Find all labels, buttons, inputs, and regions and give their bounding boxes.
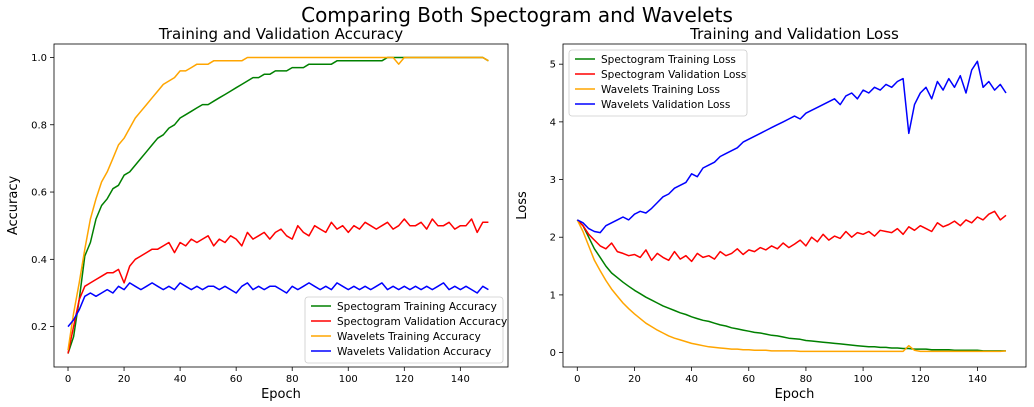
legend-entry: Wavelets Training Loss [601, 84, 720, 96]
y-tick-label: 0.2 [31, 322, 47, 333]
series-line-1-1 [576, 210, 1007, 263]
chart-title: Training and Validation Loss [689, 25, 899, 43]
legend-entry: Wavelets Training Accuracy [337, 331, 481, 343]
x-axis-label: Epoch [261, 387, 301, 402]
y-axis-label: Accuracy [6, 176, 21, 236]
legend: Spectogram Training Loss Spectogram Valid… [568, 49, 748, 117]
y-tick-label: 0.8 [31, 120, 47, 131]
y-tick-label: 0.6 [31, 188, 47, 199]
legend-entry: Spectogram Validation Loss [601, 69, 746, 81]
y-tick-label: 1.0 [31, 53, 47, 64]
series-line-0-1 [67, 218, 489, 354]
x-tick-label: 80 [286, 374, 299, 385]
legend-entry: Spectogram Training Accuracy [337, 301, 497, 313]
x-tick-label: 20 [118, 374, 131, 385]
legend-box [568, 49, 748, 117]
plot-frame [562, 43, 1027, 368]
legend: Spectogram Training Accuracy Spectogram V… [304, 296, 507, 364]
figure-title: Comparing Both Spectogram and Wavelets [301, 3, 733, 27]
y-tick-label: 4 [550, 117, 556, 128]
legend-entry: Wavelets Validation Loss [601, 99, 730, 111]
x-tick-label: 40 [174, 374, 187, 385]
x-tick-label: 0 [65, 374, 71, 385]
x-tick-label: 20 [628, 374, 641, 385]
series-line-1-2 [576, 219, 1007, 353]
y-tick-label: 0 [550, 348, 556, 359]
y-tick-label: 0.4 [31, 255, 47, 266]
x-axis-label: Epoch [775, 387, 815, 402]
x-tick-label: 60 [230, 374, 243, 385]
x-tick-label: 80 [800, 374, 813, 385]
legend-box [304, 296, 504, 364]
legend-entry: Wavelets Validation Accuracy [337, 346, 491, 358]
legend-entry: Spectogram Validation Accuracy [337, 316, 507, 328]
series-line-1-0 [576, 219, 1006, 352]
series-line-0-2 [67, 56, 489, 351]
x-tick-label: 0 [574, 374, 580, 385]
x-tick-label: 120 [395, 374, 414, 385]
series-line-0-3 [67, 282, 489, 328]
legend-entry: Spectogram Training Loss [601, 54, 736, 66]
loss-chart: 0 20 40 60 80 100 120 140 0 1 2 3 4 5 Training and Val… [515, 25, 1027, 402]
series-line-1-3 [576, 60, 1007, 234]
y-tick-label: 2 [550, 233, 556, 244]
y-tick-label: 5 [550, 60, 556, 71]
y-axis-label: Loss [515, 191, 530, 220]
x-tick-label: 60 [742, 374, 755, 385]
x-tick-label: 140 [968, 374, 987, 385]
y-tick-label: 3 [550, 175, 556, 186]
x-tick-label: 100 [854, 374, 873, 385]
x-tick-label: 100 [339, 374, 358, 385]
chart-title: Training and Validation Accuracy [158, 25, 403, 43]
x-tick-label: 120 [911, 374, 930, 385]
accuracy-chart: 0 20 40 60 80 100 120 140 0.2 0.4 0.6 0.8 1.0 Trainin… [6, 25, 509, 402]
x-tick-label: 40 [685, 374, 698, 385]
y-tick-label: 1 [550, 290, 556, 301]
plot-frame [53, 43, 509, 368]
x-tick-label: 140 [451, 374, 470, 385]
